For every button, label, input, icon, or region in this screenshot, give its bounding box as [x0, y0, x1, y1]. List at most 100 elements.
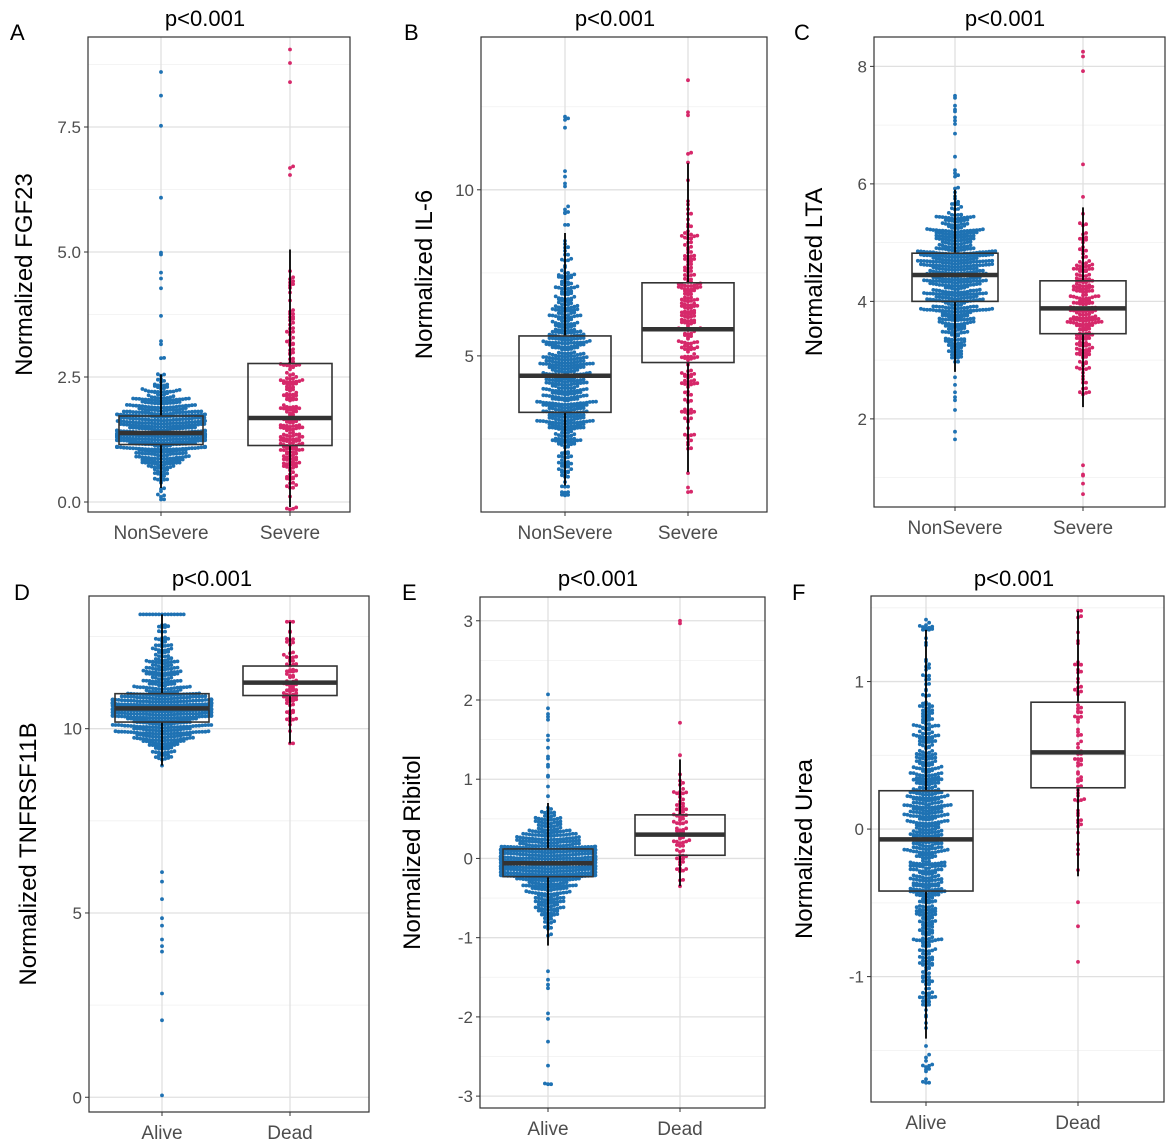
data-point: [288, 382, 292, 387]
data-point: [153, 716, 158, 720]
y-tick-label: 0: [464, 849, 473, 868]
data-point: [536, 853, 541, 858]
data-point: [558, 866, 563, 870]
data-point: [166, 663, 171, 668]
data-point: [536, 884, 541, 889]
data-point: [556, 454, 561, 459]
data-point: [163, 664, 168, 669]
data-point: [563, 351, 567, 356]
data-point: [150, 749, 155, 754]
data-point: [930, 704, 935, 708]
data-point: [689, 262, 693, 266]
data-point: [1090, 345, 1095, 350]
data-point: [121, 416, 126, 420]
data-point: [908, 876, 913, 881]
data-point: [152, 395, 157, 400]
data-point: [928, 297, 933, 302]
data-point: [552, 830, 557, 835]
data-point: [953, 408, 957, 412]
data-point: [543, 873, 547, 877]
data-point: [933, 846, 938, 851]
data-point: [171, 411, 176, 416]
data-point: [285, 397, 289, 402]
data-point: [686, 358, 690, 362]
data-point: [939, 828, 944, 833]
data-point: [971, 316, 976, 321]
data-point: [143, 440, 148, 445]
data-point: [543, 898, 547, 902]
data-point: [956, 332, 960, 336]
data-point: [546, 706, 550, 711]
data-point: [692, 253, 697, 258]
data-point: [291, 312, 295, 316]
data-point: [533, 839, 538, 844]
data-point: [163, 623, 168, 627]
data-point: [946, 261, 951, 265]
data-point: [550, 356, 555, 361]
data-point: [953, 277, 957, 282]
data-point: [962, 229, 967, 233]
data-point: [930, 893, 935, 898]
data-point: [971, 236, 976, 241]
data-point: [686, 299, 690, 304]
data-point: [177, 388, 182, 392]
data-point: [560, 386, 564, 390]
data-point: [146, 397, 151, 402]
data-point: [539, 840, 544, 845]
data-point: [956, 185, 960, 190]
data-point: [914, 845, 919, 850]
data-point: [924, 802, 928, 807]
data-point: [561, 837, 566, 841]
data-point: [578, 394, 583, 399]
data-point: [147, 696, 152, 701]
data-point: [930, 850, 935, 855]
data-point: [566, 427, 570, 432]
data-point: [549, 882, 553, 887]
data-point: [153, 755, 158, 759]
data-point: [539, 903, 544, 907]
y-tick-label: 5.0: [57, 243, 81, 262]
data-point: [689, 273, 693, 277]
data-point: [558, 881, 563, 886]
data-point: [156, 390, 160, 394]
data-point: [921, 760, 925, 765]
data-point: [930, 843, 935, 848]
data-point: [137, 417, 142, 421]
data-point: [956, 287, 960, 292]
data-point: [950, 226, 954, 230]
data-point: [281, 379, 286, 384]
data-point: [927, 908, 931, 912]
data-point: [152, 434, 157, 439]
data-point: [533, 856, 538, 861]
data-point: [166, 660, 171, 665]
data-point: [177, 417, 182, 422]
data-point: [681, 816, 685, 821]
data-point: [566, 450, 570, 454]
data-point: [1078, 236, 1082, 241]
data-point: [689, 265, 693, 270]
data-point: [150, 679, 155, 684]
data-point: [193, 403, 198, 407]
data-point: [1084, 268, 1088, 272]
data-point: [178, 703, 183, 707]
data-point: [943, 305, 948, 310]
data-point: [956, 226, 960, 231]
data-point: [921, 827, 925, 832]
data-point: [1074, 266, 1079, 271]
data-point: [946, 296, 951, 300]
data-point: [553, 389, 558, 393]
data-point: [575, 363, 580, 367]
data-point: [936, 881, 941, 886]
data-point: [971, 288, 976, 293]
data-point: [567, 849, 572, 854]
data-point: [294, 424, 299, 428]
data-point: [527, 828, 532, 833]
data-point: [695, 297, 700, 302]
data-point: [1093, 317, 1098, 322]
data-point: [953, 168, 957, 173]
data-point: [564, 865, 569, 870]
data-point: [914, 874, 919, 879]
data-point: [927, 802, 931, 807]
data-point: [956, 303, 960, 308]
data-point: [174, 440, 179, 445]
